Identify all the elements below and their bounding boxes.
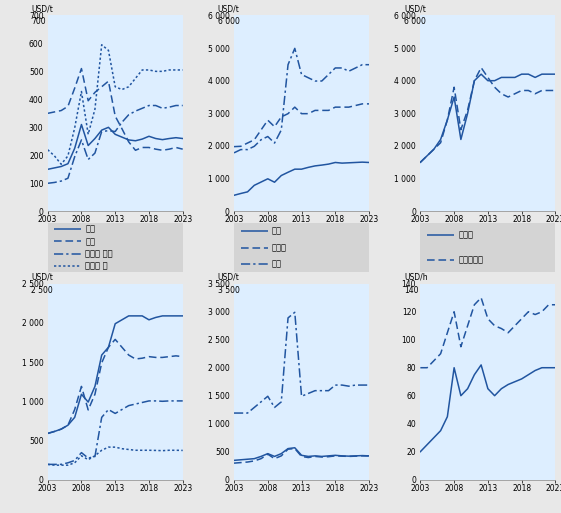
Point xyxy=(237,228,244,234)
Point xyxy=(450,256,457,263)
Text: USD/t: USD/t xyxy=(404,5,426,13)
Text: 면화: 면화 xyxy=(272,260,282,268)
Point xyxy=(424,232,430,239)
Point xyxy=(237,261,244,267)
Text: 식물성 기름: 식물성 기름 xyxy=(85,249,113,258)
Text: 700: 700 xyxy=(31,17,46,26)
Text: 6 000: 6 000 xyxy=(218,17,240,26)
Text: 2 500: 2 500 xyxy=(31,286,53,295)
Point xyxy=(51,250,58,256)
Point xyxy=(51,263,58,269)
Point xyxy=(450,232,457,239)
Text: USD/h: USD/h xyxy=(404,273,428,282)
Text: 어분: 어분 xyxy=(85,237,95,246)
Point xyxy=(264,245,271,251)
Text: 백설탕: 백설탕 xyxy=(272,243,287,252)
Text: 어유: 어유 xyxy=(85,225,95,233)
Point xyxy=(78,239,85,245)
Text: 단백질 박: 단백질 박 xyxy=(85,262,108,270)
Text: 바이오디젤: 바이오디젤 xyxy=(458,255,483,264)
Point xyxy=(51,226,58,232)
Point xyxy=(264,261,271,267)
Text: 원당: 원당 xyxy=(272,227,282,235)
Point xyxy=(264,228,271,234)
Text: USD/t: USD/t xyxy=(31,5,53,13)
Text: 6 000: 6 000 xyxy=(404,17,426,26)
Point xyxy=(78,263,85,269)
Point xyxy=(51,239,58,245)
Point xyxy=(237,245,244,251)
Text: 3 500: 3 500 xyxy=(218,286,240,295)
Text: USD/t: USD/t xyxy=(218,5,240,13)
Text: 에탄올: 에탄올 xyxy=(458,231,473,240)
Text: 140: 140 xyxy=(404,286,419,295)
Point xyxy=(78,226,85,232)
Text: USD/t: USD/t xyxy=(218,273,240,282)
Point xyxy=(424,256,430,263)
Point xyxy=(78,250,85,256)
Text: USD/t: USD/t xyxy=(31,273,53,282)
